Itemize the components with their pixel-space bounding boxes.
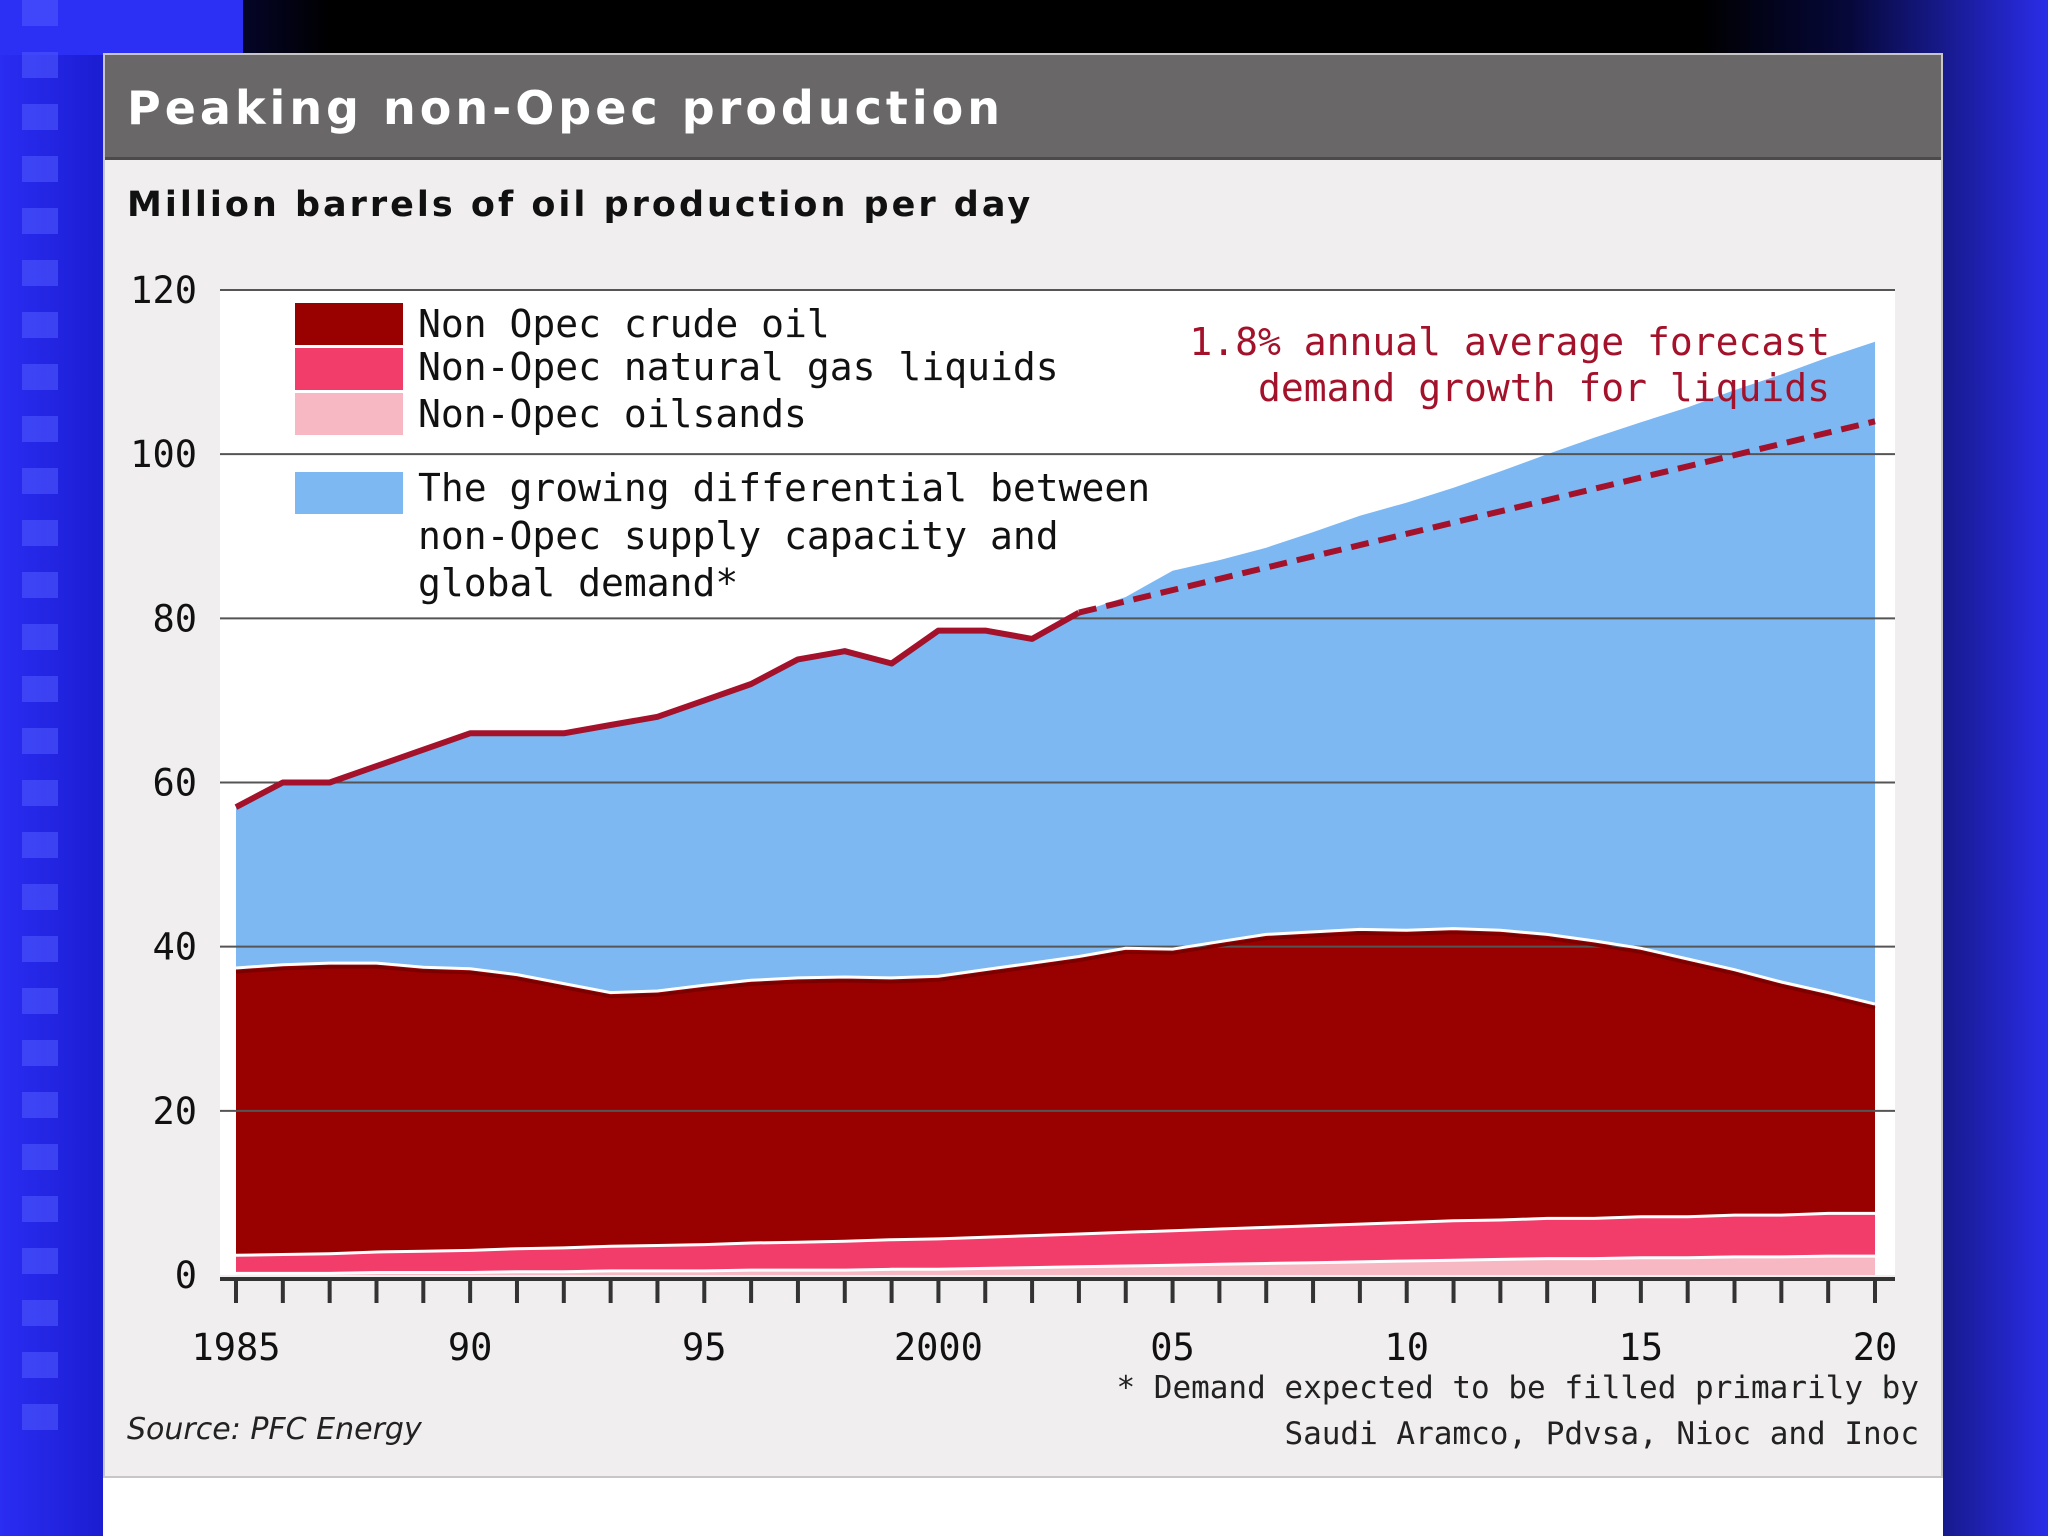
area-layers (236, 341, 1875, 1275)
y-tick-label-80: 80 (152, 597, 197, 640)
slide-decorative-squares (22, 0, 58, 1440)
chart-figure: Peaking non-Opec production Million barr… (103, 53, 1943, 1478)
footnote: * Demand expected to be filled primarily… (1116, 1365, 1919, 1457)
source-note: Source: PFC Energy (127, 1412, 422, 1447)
title-bar: Peaking non-Opec production (105, 55, 1941, 160)
y-tick-label-100: 100 (130, 433, 197, 476)
separator-oilsands-top (236, 1254, 1875, 1275)
legend-label-ngl: Non-Opec natural gas liquids (418, 345, 1059, 389)
legend-label-oilsands: Non-Opec oilsands (418, 392, 807, 436)
legend-label-gap-line1: The growing differential between (418, 466, 1150, 510)
x-tick-label-95: 95 (682, 1326, 727, 1369)
x-tick-label-15: 15 (1619, 1326, 1664, 1369)
footnote-line1: * Demand expected to be filled primarily… (1116, 1370, 1919, 1406)
demand-line-forecast (1078, 418, 1876, 616)
legend-label-crude: Non Opec crude oil (418, 302, 830, 346)
x-tick-label-2000: 2000 (894, 1326, 983, 1369)
x-tick-label-1985: 1985 (191, 1326, 280, 1369)
footnote-line2: Saudi Aramco, Pdvsa, Nioc and Inoc (1284, 1416, 1919, 1452)
area-ngl (236, 1213, 1875, 1274)
chart-title: Peaking non-Opec production (127, 81, 1004, 135)
legend-swatch-crude (295, 303, 403, 345)
legend-swatch-oilsands (295, 393, 403, 435)
axes: 0 20 40 60 80 100 120 1985 90 95 2000 05 10 15 20 (130, 269, 1897, 1369)
legend-label-gap-line2: non-Opec supply capacity and (418, 514, 1059, 558)
demand-line-actual (234, 609, 1081, 810)
y-tick-label-40: 40 (152, 926, 197, 969)
y-tick-label-20: 20 (152, 1090, 197, 1133)
y-tick-label-120: 120 (130, 269, 197, 312)
y-tick-label-0: 0 (175, 1254, 197, 1297)
legend-swatch-gap (295, 472, 403, 514)
area-crude (236, 928, 1875, 1256)
x-tick-label-10: 10 (1384, 1326, 1429, 1369)
crude-top-outline (235, 931, 1876, 1010)
legend-swatch-ngl (295, 348, 403, 390)
series-lines (234, 418, 1876, 1275)
grid-lines (220, 289, 1895, 1112)
x-tick-label-90: 90 (448, 1326, 493, 1369)
bottom-strip (103, 1478, 1943, 1536)
separator-ngl-top (235, 1211, 1875, 1257)
y-tick-label-60: 60 (152, 762, 197, 805)
legend: Non Opec crude oil Non-Opec natural gas … (295, 302, 1150, 605)
chart-canvas: 0 20 40 60 80 100 120 1985 90 95 2000 05 10 15 20 Non … (130, 269, 1897, 1369)
forecast-annotation-line1: 1.8% annual average forecast (1189, 320, 1830, 364)
forecast-annotation-line2: demand growth for liquids (1258, 366, 1830, 410)
separator-crude-top (235, 927, 1876, 1006)
x-tick-label-05: 05 (1150, 1326, 1195, 1369)
x-tick-label-20: 20 (1853, 1326, 1898, 1369)
area-gap (236, 341, 1875, 1005)
y-axis-title: Million barrels of oil production per da… (127, 185, 1034, 225)
legend-label-gap-line3: global demand* (418, 561, 738, 605)
